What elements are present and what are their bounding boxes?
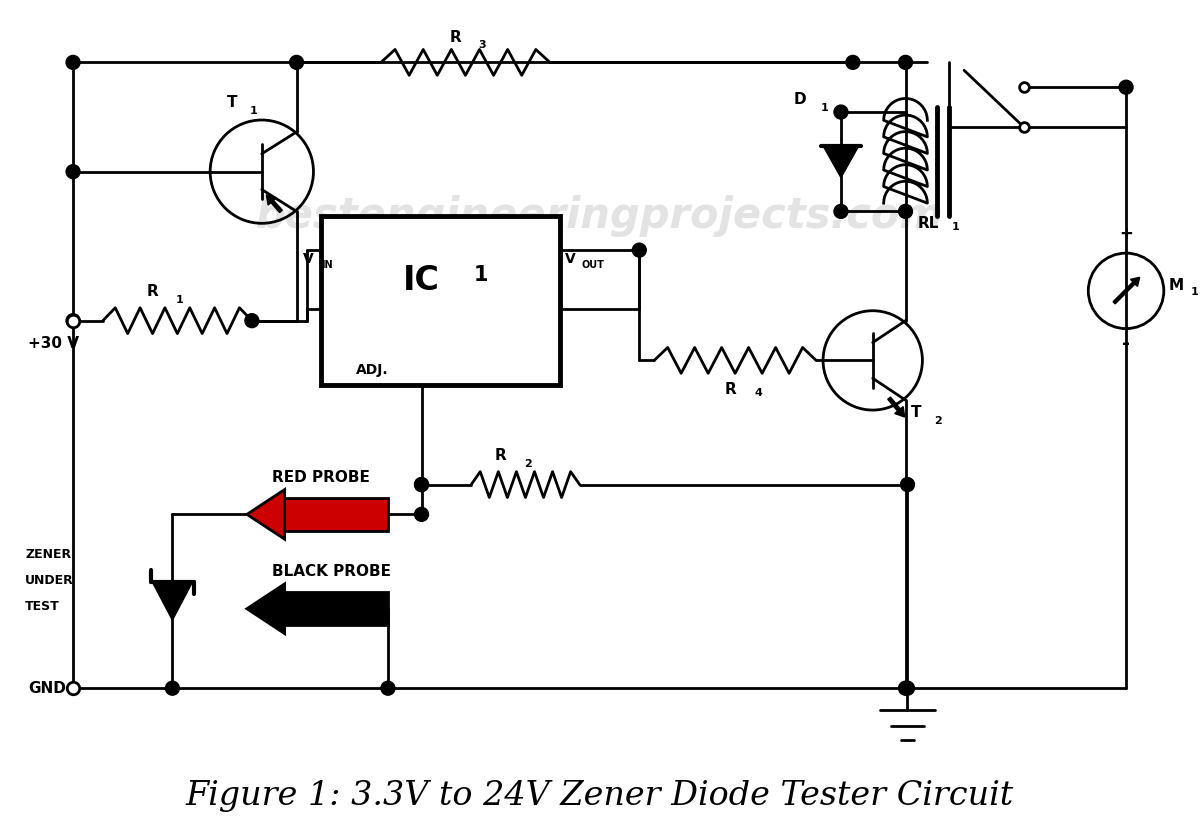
Circle shape: [900, 478, 914, 491]
Text: RL: RL: [918, 217, 938, 231]
Text: BLACK PROBE: BLACK PROBE: [271, 564, 391, 579]
Polygon shape: [247, 490, 284, 539]
Text: UNDER: UNDER: [25, 574, 74, 587]
Text: GND: GND: [29, 680, 66, 696]
Text: T: T: [911, 405, 920, 420]
Circle shape: [289, 55, 304, 70]
Bar: [278, 498, 388, 531]
Text: 4: 4: [754, 388, 762, 398]
Text: bestengineeringprojects.com: bestengineeringprojects.com: [256, 196, 943, 238]
Circle shape: [414, 478, 428, 491]
Bar: [278, 592, 388, 625]
Circle shape: [1120, 81, 1133, 94]
Circle shape: [899, 55, 912, 70]
Text: D: D: [793, 92, 806, 107]
Text: 3: 3: [479, 40, 486, 50]
Circle shape: [382, 681, 395, 696]
Text: TEST: TEST: [25, 600, 60, 612]
Circle shape: [414, 507, 428, 522]
Text: OUT: OUT: [582, 260, 605, 270]
Circle shape: [166, 681, 179, 696]
Text: -: -: [1122, 333, 1130, 353]
Circle shape: [834, 204, 848, 218]
Text: ZENER: ZENER: [25, 548, 72, 561]
Text: +30 V: +30 V: [29, 335, 79, 350]
FancyArrow shape: [888, 397, 905, 417]
Polygon shape: [247, 584, 284, 633]
Text: IC: IC: [403, 264, 440, 297]
Circle shape: [846, 55, 860, 70]
Text: R: R: [725, 382, 736, 397]
Circle shape: [899, 681, 912, 696]
Text: R: R: [146, 284, 158, 299]
FancyArrow shape: [266, 195, 282, 213]
Text: R: R: [450, 29, 461, 45]
Text: M: M: [1169, 278, 1184, 293]
Circle shape: [632, 243, 647, 257]
Text: V: V: [302, 251, 313, 265]
Text: 1: 1: [952, 223, 959, 233]
FancyArrow shape: [1114, 277, 1140, 304]
Circle shape: [899, 204, 912, 218]
Circle shape: [245, 313, 259, 328]
Circle shape: [66, 55, 80, 70]
Bar: [322, 217, 560, 386]
Circle shape: [414, 478, 428, 491]
Polygon shape: [152, 582, 192, 620]
Text: 1: 1: [1190, 286, 1199, 297]
Text: 2: 2: [935, 416, 942, 426]
Text: Figure 1: 3.3V to 24V Zener Diode Tester Circuit: Figure 1: 3.3V to 24V Zener Diode Tester…: [186, 780, 1014, 811]
Text: ADJ.: ADJ.: [356, 363, 389, 377]
Text: 1: 1: [821, 103, 829, 113]
Circle shape: [66, 313, 80, 328]
Circle shape: [66, 165, 80, 179]
Text: V: V: [565, 251, 576, 265]
Polygon shape: [823, 146, 859, 177]
Text: 1: 1: [250, 106, 258, 116]
Text: +: +: [1120, 225, 1133, 243]
Text: 1: 1: [473, 265, 487, 286]
Text: IN: IN: [322, 260, 334, 270]
Text: 2: 2: [524, 459, 532, 469]
Text: RED PROBE: RED PROBE: [271, 470, 370, 485]
Circle shape: [834, 105, 848, 119]
Text: 1: 1: [175, 295, 184, 305]
Circle shape: [900, 681, 914, 696]
Text: T: T: [227, 95, 238, 110]
Text: R: R: [494, 448, 506, 463]
